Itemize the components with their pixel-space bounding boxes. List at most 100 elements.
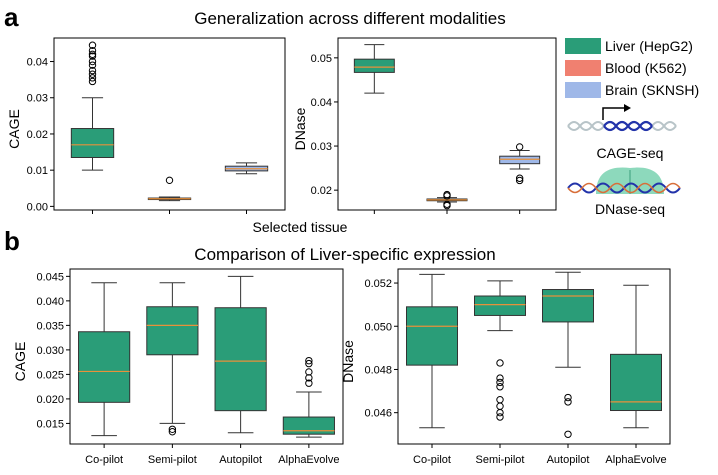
y-axis-label: CAGE [12, 342, 28, 382]
box-iqr [282, 416, 335, 435]
y-tick-label: 0.01 [27, 165, 48, 177]
box-alphaevolve [282, 356, 335, 438]
dnase-seq-label: DNase-seq [595, 201, 665, 217]
outlier-point [496, 359, 504, 367]
outlier-point [496, 396, 504, 404]
box-iqr [499, 155, 541, 165]
legend: Liver (HepG2) Blood (K562) Brain (SKNSH) [565, 38, 699, 98]
panel-label-b: b [4, 226, 20, 256]
box-blood-k562- [426, 190, 468, 210]
box-brain-sknsh- [224, 162, 269, 175]
outlier-point [496, 378, 504, 387]
dna-helix-icon [567, 120, 677, 132]
chart-a-dnase: 0.02 0.03 0.04 0.05 DNase [292, 37, 557, 214]
y-tick-label: 0.050 [364, 321, 392, 333]
y-tick-label: 0.020 [36, 394, 64, 406]
outlier-point [305, 368, 313, 376]
a-xlabel: Selected tissue [253, 219, 348, 235]
outlier-point [564, 398, 572, 406]
outlier-point [88, 41, 97, 49]
box-brain-sknsh- [499, 143, 541, 185]
outlier-point [165, 176, 174, 185]
title-a: Generalization across different modaliti… [194, 9, 506, 28]
outlier-point [305, 374, 313, 382]
plot-frame [53, 37, 286, 211]
box-autopilot [542, 271, 594, 438]
x-tick-label: AlphaEvolve [605, 454, 666, 466]
outlier-point [496, 374, 504, 382]
legend-swatch-liver [565, 38, 601, 54]
y-tick-label: 0.05 [311, 53, 332, 65]
y-tick-label: 0.025 [36, 369, 64, 381]
y-tick-label: 0.030 [36, 345, 64, 357]
outlier-point [443, 190, 451, 199]
box-semi-pilot [146, 282, 199, 436]
x-tick-label: Autopilot [547, 454, 590, 466]
y-tick-label: 0.02 [27, 129, 48, 141]
box-co-pilot [406, 273, 458, 429]
legend-swatch-blood [565, 60, 601, 76]
nucleosome-icon [596, 167, 664, 194]
box-liver-hepg2- [70, 41, 115, 171]
box-iqr [610, 353, 662, 412]
title-b: Comparison of Liver-specific expression [194, 245, 495, 264]
box-blood-k562- [147, 176, 192, 202]
outlier-point [88, 66, 97, 75]
legend-label-blood: Blood (K562) [605, 60, 687, 76]
chart-a-cage: 0.00 0.01 0.02 0.03 0.04 CAGE [6, 37, 286, 214]
x-tick-label: AlphaEvolve [278, 454, 339, 466]
tss-arrow-icon [602, 104, 631, 120]
chart-b-dnase: 0.046 0.048 0.050 0.052 DNase Co-pilot Semi-pi… [340, 268, 671, 466]
outlier-point [496, 408, 504, 417]
x-tick-label: Co-pilot [85, 454, 123, 466]
outlier-point [88, 46, 97, 55]
box-iqr [542, 289, 594, 323]
y-tick-label: 0.00 [27, 201, 48, 213]
chart-b-cage: 0.015 0.020 0.025 0.030 0.035 0.040 0.045 CAGE C… [12, 268, 344, 466]
y-tick-label: 0.04 [311, 97, 332, 109]
box-autopilot [214, 275, 267, 434]
box-liver-hepg2- [353, 44, 395, 94]
x-tick-label: Semi-pilot [476, 454, 525, 466]
y-tick-label: 0.048 [364, 364, 392, 376]
legend-swatch-brain [565, 82, 601, 98]
outlier-point [88, 50, 97, 58]
y-tick-label: 0.052 [364, 278, 392, 290]
box-iqr [70, 128, 115, 158]
box-iqr [353, 58, 395, 73]
box-iqr [406, 306, 458, 366]
y-tick-label: 0.015 [36, 418, 64, 430]
outlier-point [88, 74, 97, 82]
outlier-point [496, 413, 504, 421]
outlier-point [564, 430, 572, 438]
y-tick-label: 0.03 [311, 141, 332, 153]
outlier-point [88, 70, 97, 78]
outlier-point [564, 393, 572, 402]
panel-label-a: a [4, 2, 19, 32]
y-tick-label: 0.035 [36, 320, 64, 332]
y-tick-label: 0.040 [36, 296, 64, 308]
outlier-point [168, 425, 177, 433]
cage-seq-label: CAGE-seq [597, 145, 664, 161]
y-axis-label: DNase [292, 107, 308, 150]
outlier-point [168, 428, 177, 436]
box-co-pilot [78, 282, 131, 437]
box-iqr [214, 307, 267, 412]
x-tick-label: Semi-pilot [148, 454, 197, 466]
box-semi-pilot [474, 280, 526, 421]
y-tick-label: 0.02 [311, 185, 332, 197]
box-iqr [474, 295, 526, 316]
box-iqr [146, 306, 199, 356]
y-axis-label: DNase [340, 340, 356, 383]
outlier-point [88, 61, 97, 69]
outlier-point [496, 383, 504, 391]
legend-label-liver: Liver (HepG2) [605, 38, 693, 54]
outlier-point [305, 359, 313, 368]
outlier-point [305, 356, 313, 365]
plot-frame [69, 268, 344, 445]
dnase-seq-illustration: DNase-seq [567, 167, 681, 217]
outlier-point [515, 176, 524, 185]
outlier-point [88, 77, 97, 86]
y-tick-label: 0.03 [27, 93, 48, 105]
